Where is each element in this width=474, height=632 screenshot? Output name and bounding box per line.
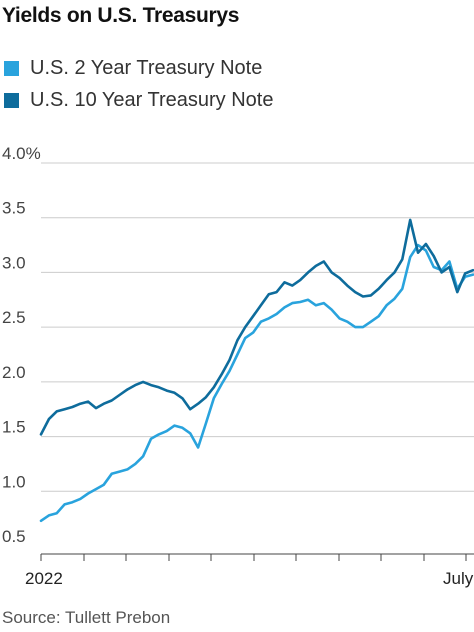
y-tick-label: 2.0 [2,363,26,382]
x-tick-label-july: July [443,569,474,588]
y-tick-label: 4.0% [2,144,41,163]
series-line-10-year [39,218,474,436]
yield-chart: 0.5 1.0 1.5 2.0 2.5 3.0 3.5 4.0% 2022 July [2,144,474,588]
legend-label-2-year: U.S. 2 Year Treasury Note [30,56,263,79]
legend-item-2-year: U.S. 2 Year Treasury Note [4,56,262,80]
y-tick-label: 1.0 [2,472,26,491]
y-tick-label: 3.0 [2,253,26,272]
legend-item-10-year: U.S. 10 Year Treasury Note [4,88,273,112]
y-tick-label: 2.5 [2,308,26,327]
x-tick-label-2022: 2022 [25,569,63,588]
legend-swatch-10-year [4,92,19,108]
y-tick-label: 3.5 [2,199,26,218]
legend-swatch-2-year [4,60,19,76]
source-note: Source: Tullett Prebon [2,608,171,627]
legend-label-10-year: U.S. 10 Year Treasury Note [30,88,274,111]
y-tick-label: 0.5 [2,527,26,546]
chart-title: Yields on U.S. Treasurys [2,4,240,27]
y-tick-label: 1.5 [2,418,26,437]
series-line-2-year [39,243,474,523]
